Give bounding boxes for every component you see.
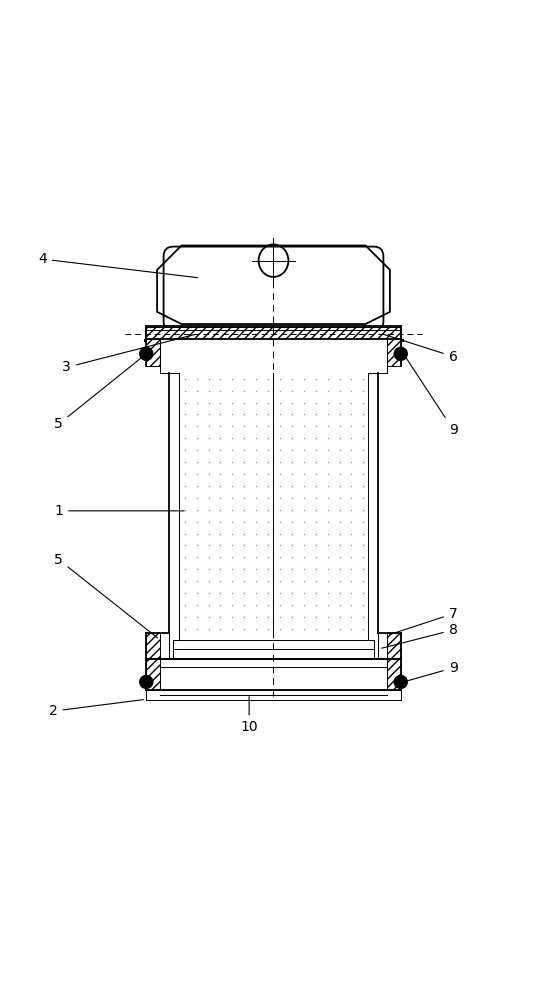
Text: 7: 7 <box>390 607 458 634</box>
Circle shape <box>140 347 153 360</box>
Polygon shape <box>146 633 160 659</box>
Text: 8: 8 <box>382 623 458 648</box>
Text: 9: 9 <box>406 661 458 681</box>
Circle shape <box>140 675 153 688</box>
Polygon shape <box>387 339 401 366</box>
Polygon shape <box>146 326 401 339</box>
Text: 2: 2 <box>49 700 143 718</box>
Text: 1: 1 <box>54 504 184 518</box>
Circle shape <box>394 347 407 360</box>
Text: 5: 5 <box>54 553 158 638</box>
Text: 4: 4 <box>38 252 197 278</box>
Text: 5: 5 <box>54 356 144 431</box>
Text: 10: 10 <box>240 697 258 734</box>
Polygon shape <box>146 339 160 366</box>
Polygon shape <box>173 640 374 659</box>
Polygon shape <box>160 659 387 690</box>
Polygon shape <box>387 659 401 690</box>
Polygon shape <box>146 659 160 690</box>
Text: 6: 6 <box>385 335 458 364</box>
Polygon shape <box>387 633 401 659</box>
Text: 9: 9 <box>405 356 458 437</box>
Circle shape <box>394 675 407 688</box>
Text: 3: 3 <box>62 334 195 374</box>
